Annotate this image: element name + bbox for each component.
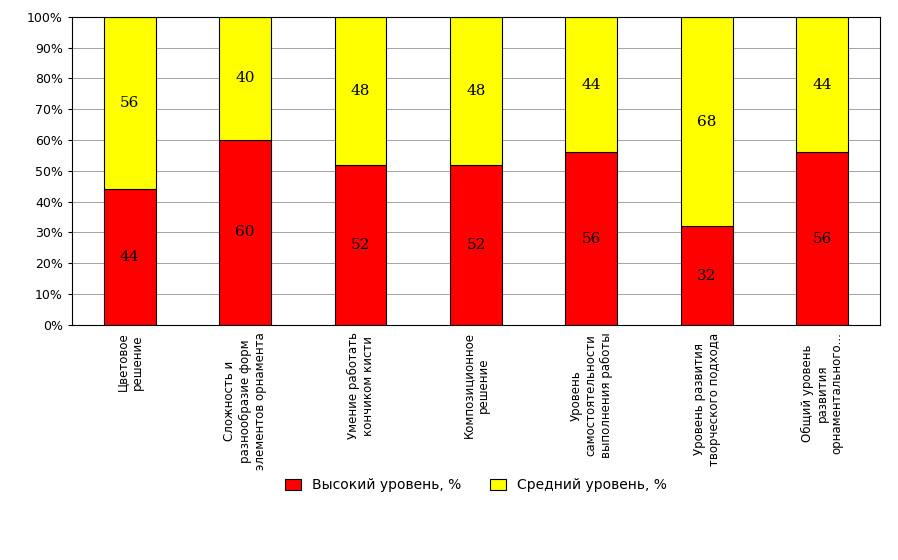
- Bar: [566, 152, 618, 325]
- Text: 48: 48: [466, 84, 486, 98]
- Text: 60: 60: [235, 226, 255, 240]
- Text: 52: 52: [351, 238, 370, 252]
- Text: 40: 40: [235, 72, 255, 86]
- Text: 44: 44: [582, 78, 601, 92]
- Text: 68: 68: [697, 115, 717, 129]
- Text: 44: 44: [119, 250, 139, 264]
- Bar: [219, 17, 271, 140]
- Bar: [334, 17, 386, 165]
- Text: 44: 44: [813, 78, 832, 92]
- Bar: [681, 226, 733, 325]
- Bar: [450, 165, 502, 325]
- Text: 32: 32: [697, 269, 717, 283]
- Bar: [219, 140, 271, 325]
- Legend: Высокий уровень, %, Средний уровень, %: Высокий уровень, %, Средний уровень, %: [280, 474, 672, 497]
- Bar: [797, 17, 849, 152]
- Text: 56: 56: [582, 232, 601, 246]
- Bar: [334, 165, 386, 325]
- Bar: [566, 17, 618, 152]
- Bar: [450, 17, 502, 165]
- Text: 52: 52: [466, 238, 486, 252]
- Text: 56: 56: [119, 96, 139, 110]
- Text: 48: 48: [351, 84, 370, 98]
- Text: 56: 56: [813, 232, 832, 246]
- Bar: [103, 17, 155, 189]
- Bar: [103, 189, 155, 325]
- Bar: [681, 17, 733, 226]
- Bar: [797, 152, 849, 325]
